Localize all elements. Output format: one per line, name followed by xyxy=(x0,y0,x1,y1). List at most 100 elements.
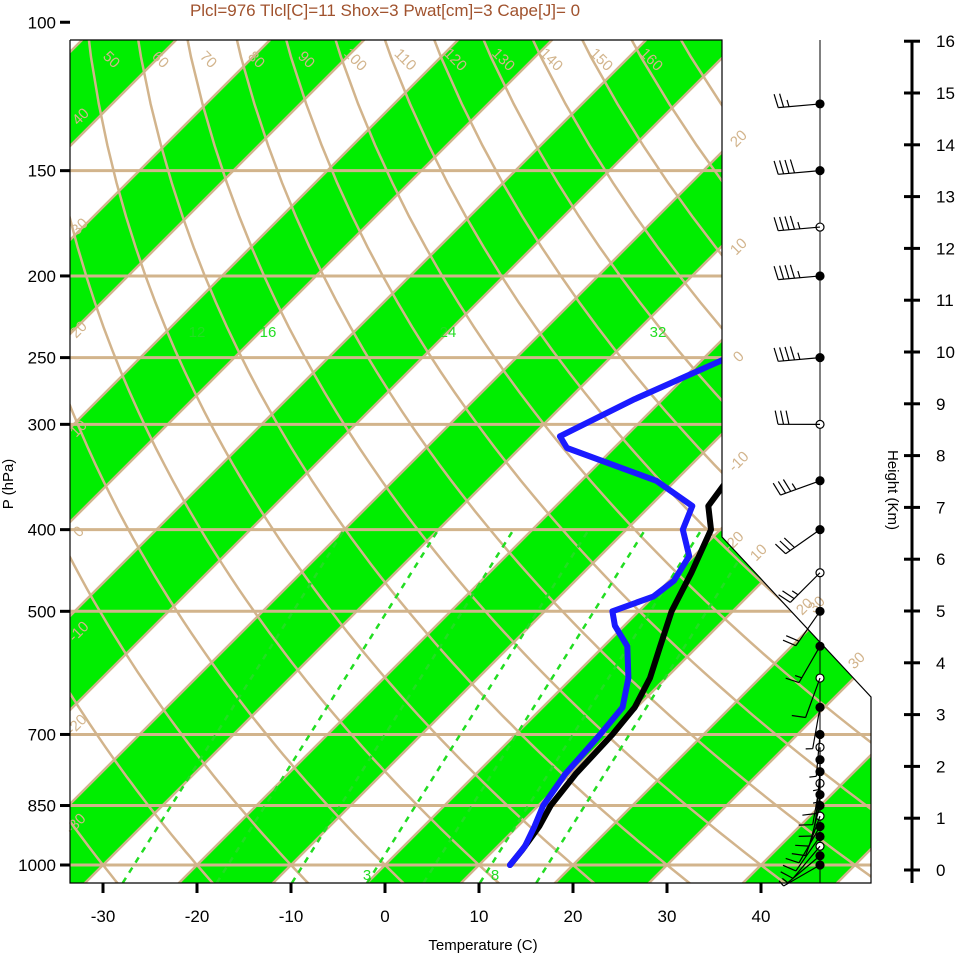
wind-barbs xyxy=(772,93,825,887)
y-tick-label: 850 xyxy=(28,797,56,816)
height-tick-label: 5 xyxy=(936,602,945,621)
isoline-label: 10 xyxy=(727,235,751,259)
wind-barb xyxy=(774,529,821,555)
isoline-label: 30 xyxy=(845,649,869,673)
dry-adiabat xyxy=(70,40,508,883)
isoline-label: 32 xyxy=(650,324,667,341)
y-tick-label: 100 xyxy=(28,13,56,32)
wind-barb xyxy=(802,771,821,816)
x-tick-label: -10 xyxy=(279,907,304,926)
wind-barb xyxy=(772,479,821,496)
mixing-ratio-line xyxy=(422,528,647,883)
y-tick-label: 200 xyxy=(28,267,56,286)
y2-axis-label: Height (Km) xyxy=(884,450,901,530)
wind-barb xyxy=(782,610,821,647)
temperature-profile xyxy=(507,54,871,868)
height-tick-label: 2 xyxy=(936,757,945,776)
dry-adiabat xyxy=(179,40,795,883)
isotherm-line xyxy=(265,40,871,883)
dry-adiabat xyxy=(227,40,871,883)
height-tick-label: 12 xyxy=(936,239,955,258)
isoline-label: 70 xyxy=(196,48,220,72)
isoline-label: 0 xyxy=(730,348,748,366)
isotherm-line xyxy=(70,40,402,883)
height-tick-label: 13 xyxy=(936,188,955,207)
dry-adiabat xyxy=(754,40,871,883)
mixing-ratio-line xyxy=(121,528,346,883)
isoline-label: 0 xyxy=(70,523,88,541)
isotherm-line xyxy=(0,3,25,889)
dry-adiabat xyxy=(466,40,871,883)
height-tick-label: 4 xyxy=(936,654,945,673)
isotherm-line xyxy=(70,40,684,883)
wind-barb xyxy=(773,215,821,232)
dry-adiabat xyxy=(70,40,412,883)
isotherm-band xyxy=(70,40,401,883)
y-tick-label: 500 xyxy=(28,602,56,621)
isoline-label: 24 xyxy=(440,324,457,341)
wind-barb xyxy=(782,836,821,872)
isoline-label: -10 xyxy=(725,448,752,475)
dry-adiabat xyxy=(70,40,220,883)
wind-barb xyxy=(773,159,821,175)
height-tick-label: 9 xyxy=(936,395,945,414)
isoline-label: 20 xyxy=(727,127,751,151)
moist-lines xyxy=(121,528,760,883)
isoline-label: 8 xyxy=(491,867,499,884)
isoline-label: 12 xyxy=(189,324,206,341)
wind-barb xyxy=(780,845,821,879)
wind-barb xyxy=(791,677,821,719)
isotherm-line xyxy=(641,40,871,883)
y-tick-label: 400 xyxy=(28,521,56,540)
y-axis-label: P (hPa) xyxy=(0,459,17,510)
y-axis: 100 150 200 250 300 400 500 700 850 1000 xyxy=(18,13,70,875)
dry-adiabat xyxy=(274,40,871,883)
isotherm-band xyxy=(172,40,871,883)
height-tick-label: 15 xyxy=(936,84,955,103)
dry-adiabat xyxy=(323,40,871,883)
isoline-label: 10 xyxy=(747,541,771,565)
x-tick-label: 30 xyxy=(658,907,677,926)
height-tick-label: 3 xyxy=(936,706,945,725)
wind-barb xyxy=(773,264,821,281)
dry-adiabat xyxy=(70,40,124,883)
isotherm-line xyxy=(70,40,496,883)
height-tick-label: 6 xyxy=(936,550,945,569)
height-tick-label: 14 xyxy=(936,136,955,155)
isotherm-line xyxy=(70,40,778,883)
height-tick-label: 16 xyxy=(936,32,955,51)
plot-frame xyxy=(69,39,872,884)
wind-barb xyxy=(773,346,821,362)
height-tick-label: 1 xyxy=(936,809,945,828)
isotherm-line xyxy=(171,40,871,883)
height-tick-label: 7 xyxy=(936,498,945,517)
mixing-ratio-line xyxy=(215,528,440,883)
x-tick-label: -30 xyxy=(91,907,116,926)
x-axis: -30 -20 -10 0 10 20 30 40 xyxy=(91,883,770,926)
isotherm-band xyxy=(70,40,777,883)
wind-barb xyxy=(812,747,821,792)
x-tick-label: 20 xyxy=(564,907,583,926)
isotherm-line xyxy=(70,40,590,883)
mixing-ratio-line xyxy=(478,528,703,883)
wind-barb xyxy=(805,707,821,750)
isoline-label: 150 xyxy=(586,45,616,75)
y-tick-label: 300 xyxy=(28,415,56,434)
x-tick-label: 10 xyxy=(470,907,489,926)
isotherm-band xyxy=(548,40,871,883)
x-axis-label: Temperature (C) xyxy=(428,937,537,954)
x-tick-label: -20 xyxy=(185,907,210,926)
wind-barb xyxy=(774,410,821,425)
dry-adiabat xyxy=(70,40,316,883)
wind-barb xyxy=(778,572,821,603)
wind-barb xyxy=(778,864,821,887)
isotherm-line xyxy=(70,40,308,883)
dry-adiabat xyxy=(418,40,871,883)
isotherm-band xyxy=(70,40,589,883)
x-tick-label: 0 xyxy=(380,907,389,926)
isotherm-band xyxy=(0,3,25,889)
y-tick-label: 700 xyxy=(28,725,56,744)
wind-barb xyxy=(785,645,821,684)
